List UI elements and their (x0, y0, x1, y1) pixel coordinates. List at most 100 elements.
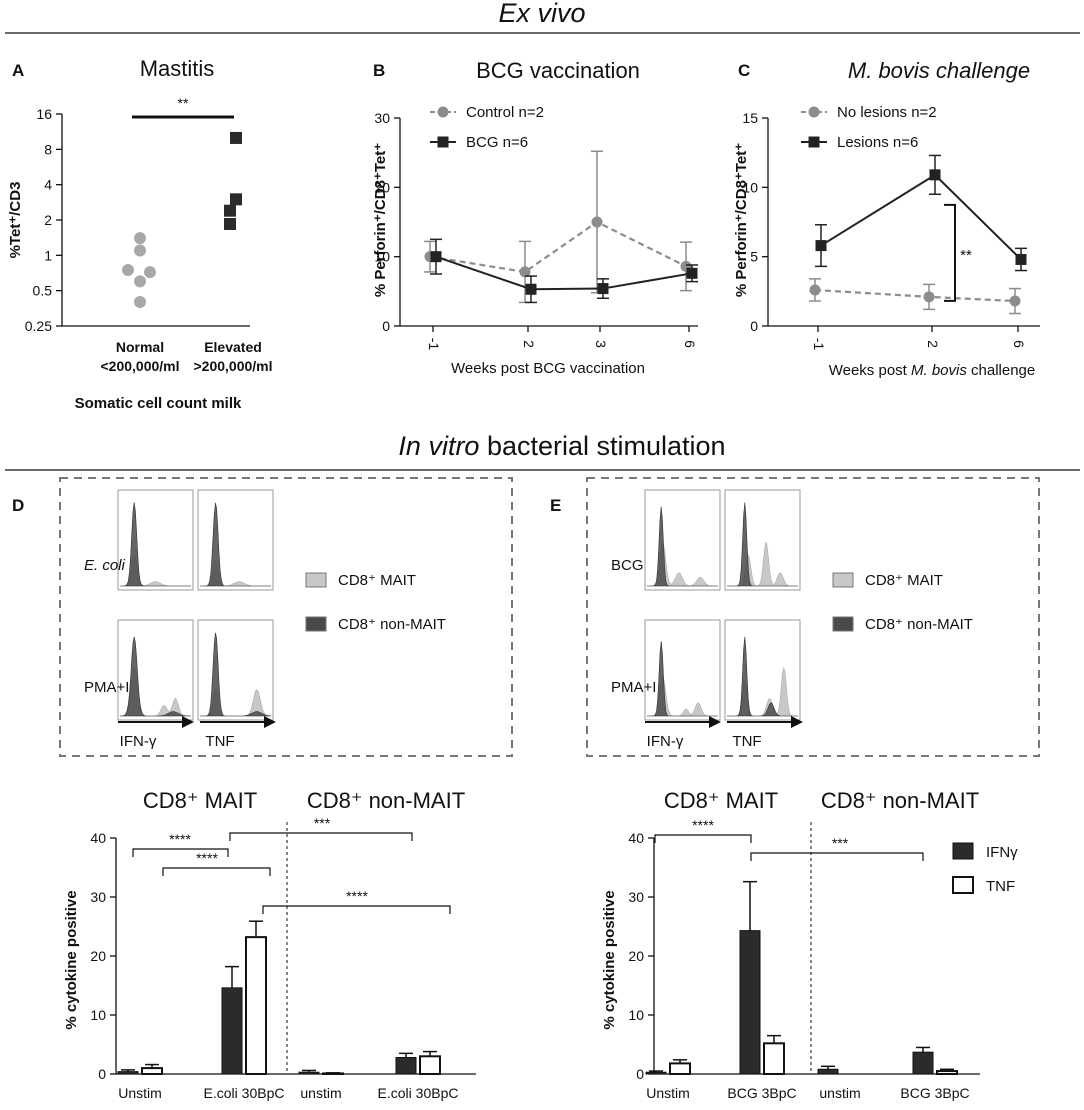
panel-c-legend-marker (808, 106, 820, 118)
panel-a-y-label: %Tet⁺/CD3 (7, 182, 24, 259)
panel-d-bar-ifng (221, 987, 243, 1075)
panel-e-bar-ifng (912, 1051, 934, 1075)
panel-e-row-label: BCG (611, 557, 644, 574)
panel-d-y-tick-label: 40 (90, 830, 106, 846)
panel-a-point (144, 266, 156, 279)
panel-d-significance-bracket (262, 905, 451, 914)
panel-e-bar-tnf (763, 1042, 785, 1075)
panel-a-point (134, 296, 146, 309)
panel-b-point (519, 266, 531, 278)
panel-b-x-label: Weeks post BCG vaccination (451, 360, 645, 377)
panel-c-point (923, 291, 935, 303)
panel-d-legend-label: CD8⁺ non-MAIT (338, 616, 446, 633)
panel-e-column-label: TNF (732, 733, 761, 750)
panel-b-legend-marker (437, 106, 449, 118)
panel-b-y-tick-label: 20 (374, 179, 390, 195)
panel-d-legend-swatch (305, 616, 327, 632)
panel-e-x-tick-label: unstim (819, 1085, 860, 1101)
panel-e-x-tick-label: BCG 3BpC (727, 1085, 796, 1101)
panel-b-legend-marker (437, 136, 449, 148)
panel-a-y-tick-label: 16 (36, 106, 52, 122)
panel-e-x-tick-label: BCG 3BpC (900, 1085, 969, 1101)
panel-d-bar-chart: CD8⁺ MAIT CD8⁺ non-MAIT 0 10 20 30 40 % cytokin… (63, 788, 476, 1101)
panel-letter-d: D (12, 496, 24, 515)
panel-a-y-tick-label: 0.5 (33, 283, 53, 299)
panel-d-y-tick-label: 30 (90, 889, 106, 905)
panel-a-significance-label: ** (178, 95, 189, 111)
panel-e-bar-tnf (669, 1062, 691, 1076)
panel-d-y-tick-label: 10 (90, 1007, 106, 1023)
panel-c-x-label: Weeks post M. bovis challenge (829, 362, 1036, 379)
panel-e-significance-bracket (654, 834, 752, 843)
panel-e-legend-label: CD8⁺ non-MAIT (865, 616, 973, 633)
panel-a-point (224, 204, 236, 217)
panel-b-point (430, 251, 442, 263)
panel-b-x-tick-label: -1 (426, 338, 442, 351)
panel-a-x-tick-label: >200,000/ml (193, 358, 272, 374)
panel-d-bar-ifng (298, 1071, 320, 1075)
panel-d-histogram-non-mait (200, 632, 272, 717)
panel-e-histogram-frame (644, 619, 721, 721)
in-vitro-rest: bacterial stimulation (479, 431, 725, 461)
panel-b-y-tick-label: 10 (374, 249, 390, 265)
panel-b-series-line (435, 255, 693, 291)
panel-a-point (224, 217, 236, 230)
in-vitro-italic: In vitro (398, 431, 479, 461)
panel-e-y-tick-label: 30 (628, 889, 644, 905)
panel-e-y-label: % cytokine positive (601, 890, 618, 1029)
panel-e-significance-label: *** (832, 835, 849, 851)
panel-d-bar-ifng (395, 1056, 417, 1075)
panel-e-histogram-frame (644, 489, 721, 591)
panel-e-y-tick-label: 0 (636, 1066, 644, 1082)
panel-a-point (134, 244, 146, 257)
panel-a-mastitis: Mastitis 0.25 0.5 1 2 4 8 16 %Tet⁺/CD3 Normal <200… (7, 56, 273, 412)
panel-e-bar-chart: CD8⁺ MAIT CD8⁺ non-MAIT 0 10 20 30 40 % cytokin… (601, 788, 1018, 1101)
panel-e-x-tick-label: Unstim (646, 1085, 690, 1101)
panel-d-significance-label: *** (314, 815, 331, 831)
panel-c-x-label-part: challenge (967, 362, 1035, 379)
panel-d-column-label: IFN-γ (120, 733, 157, 750)
panel-c-y-tick-label: 10 (742, 179, 758, 195)
panel-c-x-label-part: Weeks post (829, 362, 911, 379)
panel-b-x-tick-label: 6 (682, 340, 698, 348)
panel-a-y-tick-label: 2 (44, 212, 52, 228)
panel-e-flow-inset: BCG PMA+I IFN-γ TNF CD8⁺ MAIT CD8⁺ non-MAIT (586, 477, 1040, 757)
panel-c-mbovis-challenge: M. bovis challenge % Perforin⁺/CD8⁺Tet⁺ 0 5… (733, 58, 1040, 379)
panel-c-legend-label: No lesions n=2 (837, 104, 937, 121)
panel-b-y-label: % Perforin⁺/CD8⁺Tet⁺ (372, 143, 389, 297)
panel-d-significance-bracket (162, 867, 271, 876)
panel-d-group-title: CD8⁺ MAIT (143, 788, 257, 813)
panel-d-significance-bracket (132, 848, 229, 857)
panel-c-significance-label: ** (960, 247, 972, 264)
panel-d-y-tick-label: 20 (90, 948, 106, 964)
panel-b-x-tick-label: 2 (521, 340, 537, 348)
panel-d-flow-inset: E. coli PMA+I IFN-γ TNF CD8⁺ MAIT CD8⁺ non-MA… (59, 477, 513, 757)
panel-d-histogram-non-mait (200, 502, 271, 587)
panel-b-x-tick-label: 3 (593, 340, 609, 348)
panel-e-column-label: IFN-γ (647, 733, 684, 750)
panel-e-histogram-non-mait (727, 636, 798, 717)
panel-e-legend-label: IFNγ (986, 844, 1018, 861)
section-title-ex-vivo: Ex vivo (498, 0, 585, 28)
panel-d-legend-label: CD8⁺ MAIT (338, 572, 416, 589)
panel-c-x-tick-label: 6 (1011, 340, 1027, 348)
panel-d-x-tick-label: E.coli 30BpC (204, 1085, 285, 1101)
panel-b-y-tick-label: 30 (374, 110, 390, 126)
panel-letter-a: A (12, 61, 24, 80)
panel-d-significance-label: **** (346, 888, 368, 904)
panel-c-point (1009, 295, 1021, 307)
panel-d-inset-border (59, 477, 513, 757)
panel-e-bar-ifng (739, 930, 761, 1075)
panel-b-y-tick-label: 0 (382, 318, 390, 334)
panel-e-legend-swatch (952, 876, 974, 894)
panel-d-histogram-non-mait (120, 636, 191, 717)
panel-e-y-tick-label: 20 (628, 948, 644, 964)
panel-a-point (230, 193, 242, 206)
panel-e-y-tick-label: 40 (628, 830, 644, 846)
panel-e-legend-label: CD8⁺ MAIT (865, 572, 943, 589)
panel-c-y-tick-label: 15 (742, 110, 758, 126)
panel-d-row-label: PMA+I (84, 679, 129, 696)
panel-d-y-tick-label: 0 (98, 1066, 106, 1082)
panel-d-x-tick-label: E.coli 30BpC (378, 1085, 459, 1101)
section-title-in-vitro: In vitro bacterial stimulation (398, 431, 725, 461)
